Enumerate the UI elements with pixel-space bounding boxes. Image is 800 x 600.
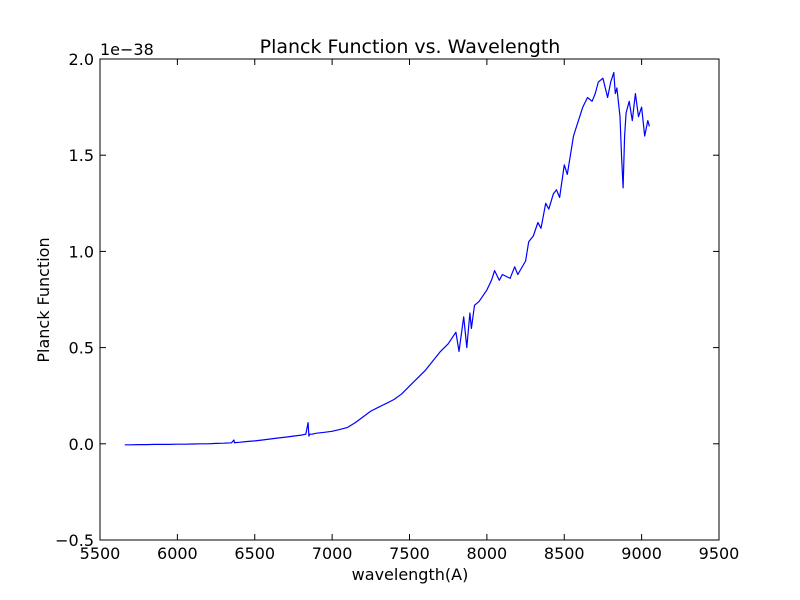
chart-title: Planck Function vs. Wavelength: [260, 36, 561, 58]
y-tick-label: 1.5: [69, 146, 94, 165]
y-offset-label: 1e−38: [100, 40, 154, 59]
y-tick-label: 2.0: [69, 50, 94, 69]
x-tick-label: 5500: [80, 544, 121, 563]
y-tick-label: 1.0: [69, 242, 94, 261]
y-tick-label: 0.5: [69, 339, 94, 358]
x-tick-label: 6000: [157, 544, 198, 563]
plot-frame: [99, 58, 720, 541]
y-tick-label: 0.0: [69, 435, 94, 454]
x-tick-label: 8000: [467, 544, 508, 563]
x-tick-label: 6500: [234, 544, 275, 563]
x-tick-label: 9500: [699, 544, 740, 563]
x-tick-label: 9000: [621, 544, 662, 563]
series-layer: [124, 71, 650, 446]
series-line: [124, 71, 650, 446]
x-tick-label: 7500: [389, 544, 430, 563]
x-tick-label: 7000: [312, 544, 353, 563]
x-axis-label: wavelength(A): [352, 565, 469, 584]
y-tick-label: −0.5: [55, 531, 94, 550]
x-tick-label: 8500: [544, 544, 585, 563]
y-axis-label: Planck Function: [34, 237, 53, 362]
tick-layer: 5500 6000 6500 7000 7500 8000 8500 9000 9500 −0.5…: [55, 50, 739, 563]
